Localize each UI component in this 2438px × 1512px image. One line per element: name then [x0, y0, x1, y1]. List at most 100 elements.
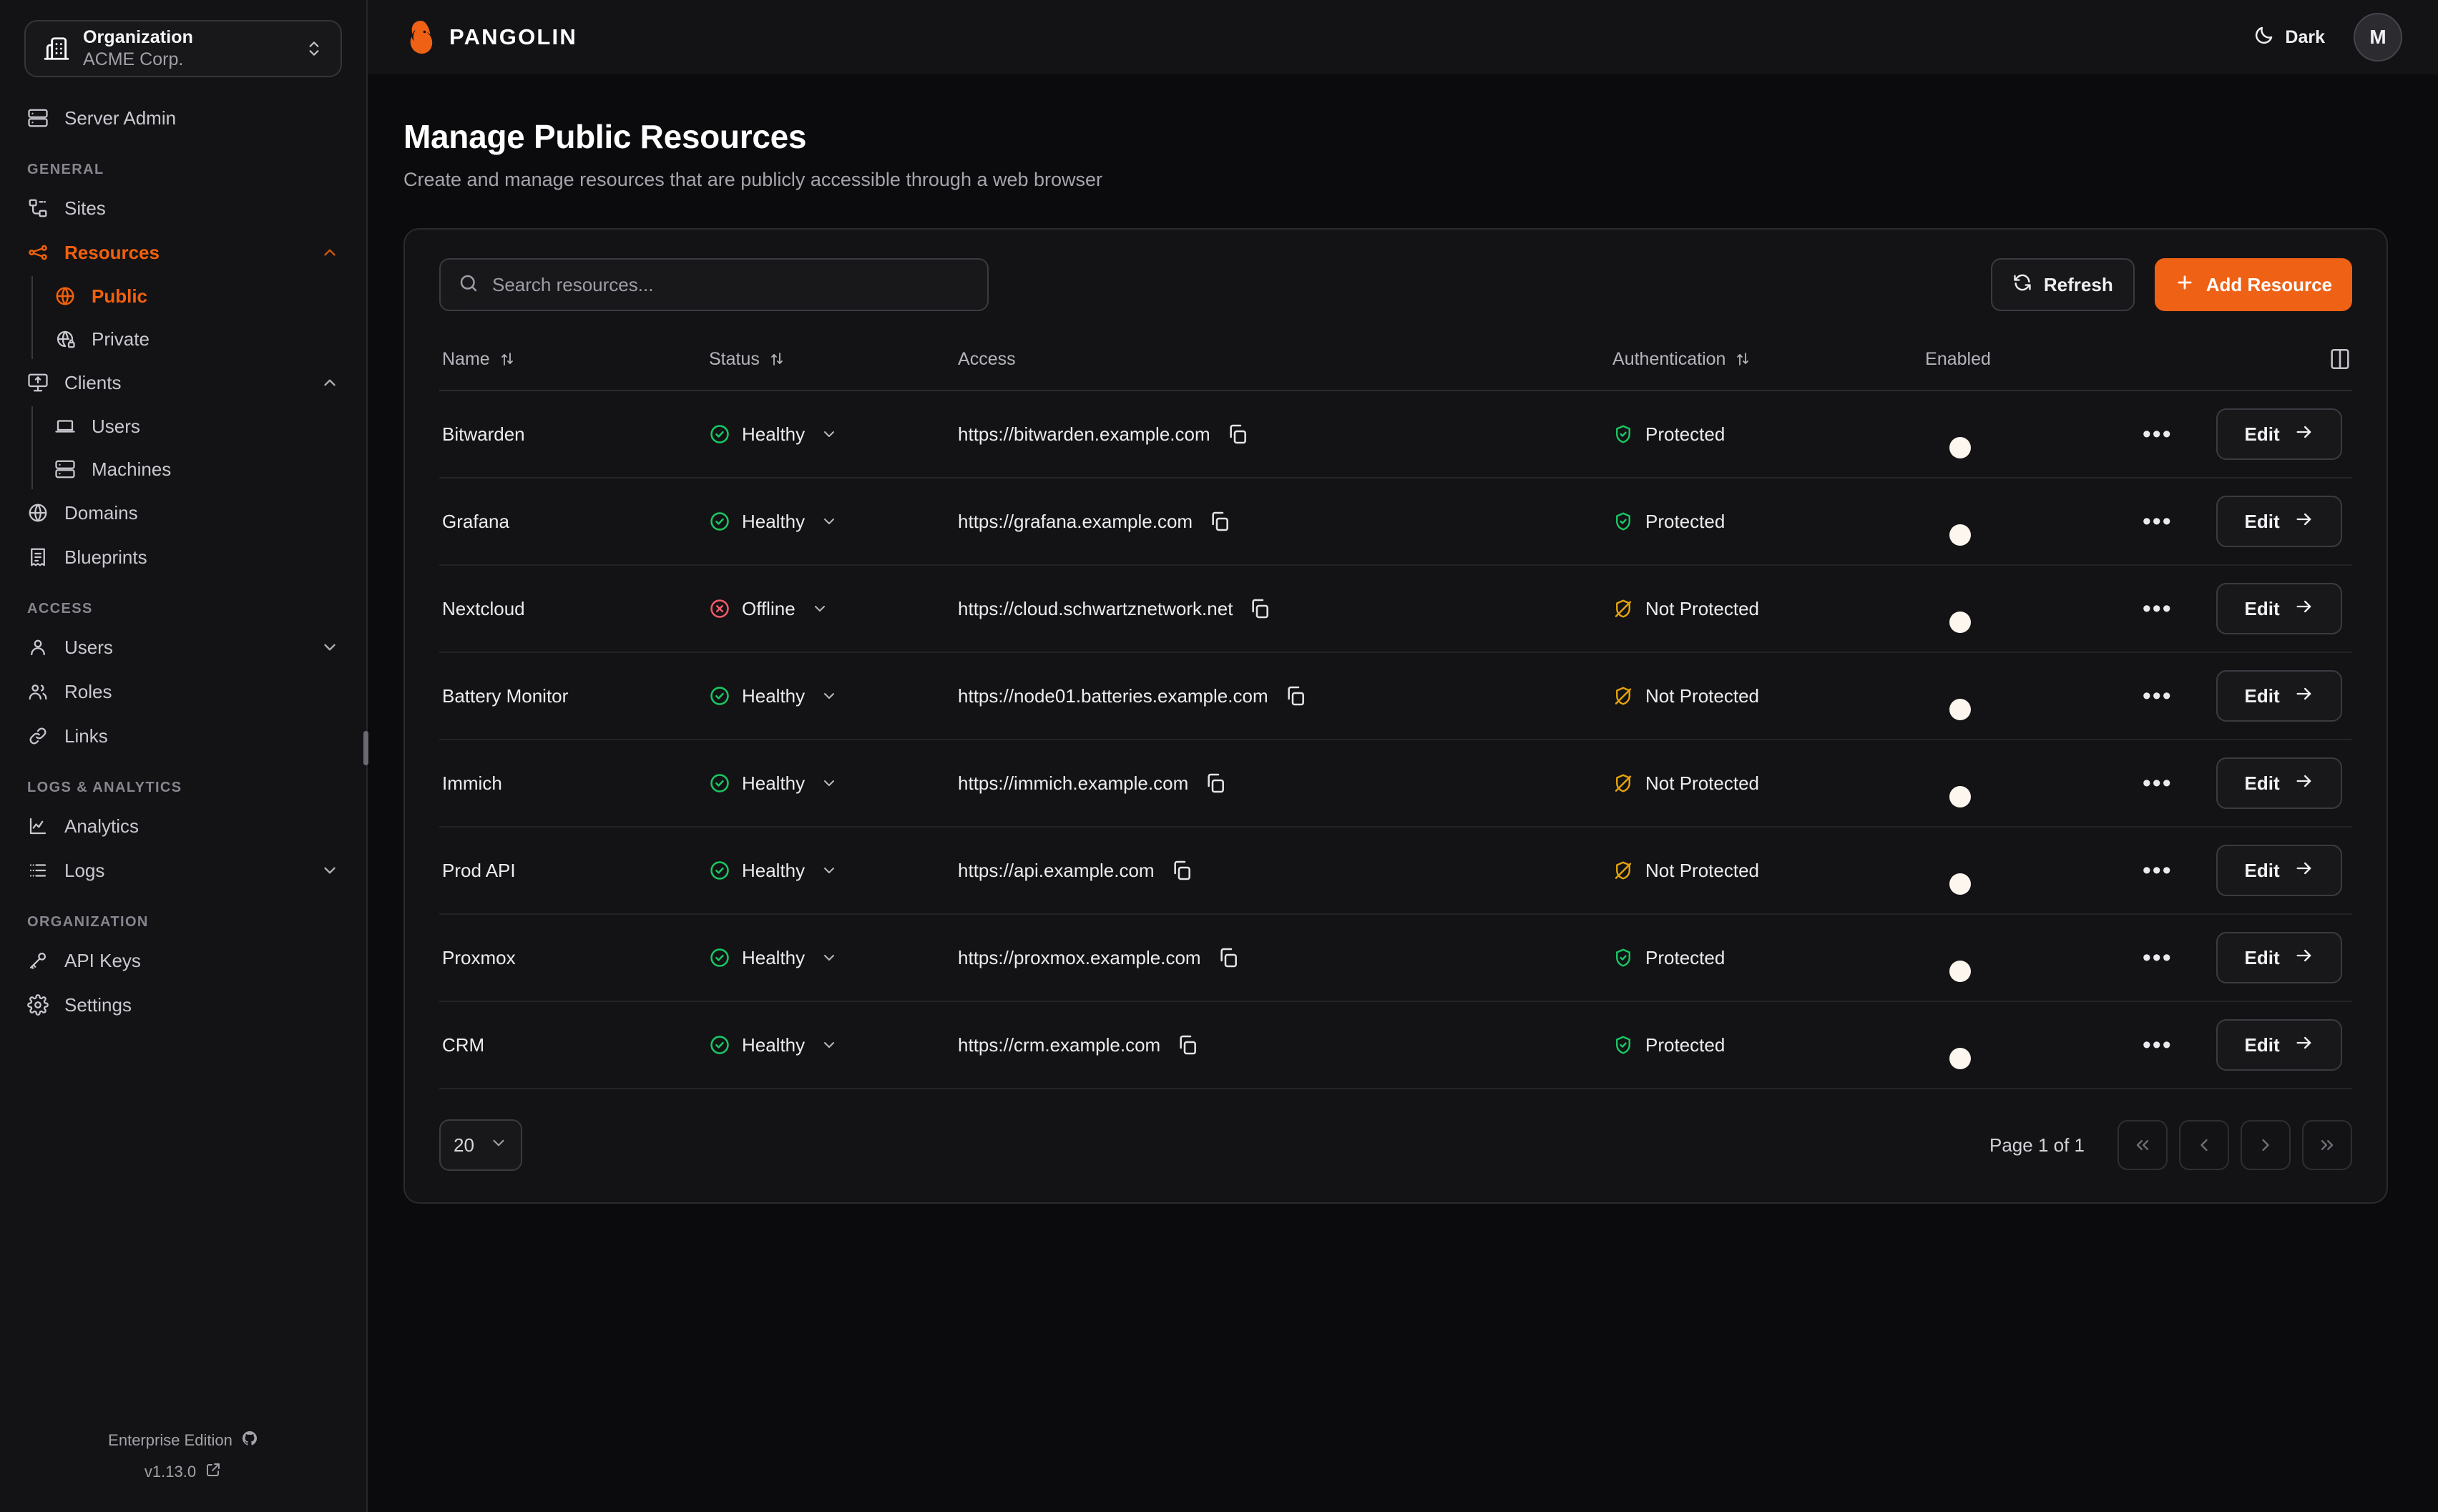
- table-row[interactable]: Prod API Healthy https://api.example.com…: [439, 827, 2352, 915]
- resource-url: https://crm.example.com: [958, 1034, 1161, 1056]
- copy-icon[interactable]: [1248, 597, 1271, 620]
- column-header-authentication[interactable]: Authentication: [1612, 337, 1926, 391]
- edit-button[interactable]: Edit: [2216, 757, 2343, 809]
- status-badge[interactable]: Healthy: [709, 772, 958, 795]
- edit-label: Edit: [2244, 859, 2280, 881]
- sidebar-item-domains[interactable]: Domains: [0, 491, 366, 535]
- table-row[interactable]: Proxmox Healthy https://proxmox.example.…: [439, 914, 2352, 1002]
- edit-button[interactable]: Edit: [2216, 583, 2343, 634]
- avatar-initial: M: [2369, 26, 2386, 48]
- cell-row-menu: •••: [2138, 914, 2217, 1002]
- users-icon: [27, 681, 49, 702]
- table-row[interactable]: CRM Healthy https://crm.example.com Prot…: [439, 1001, 2352, 1089]
- brand-name: PANGOLIN: [449, 24, 577, 49]
- search-input[interactable]: [492, 273, 970, 296]
- copy-icon[interactable]: [1284, 684, 1307, 707]
- sidebar-item-sites[interactable]: Sites: [0, 186, 366, 230]
- next-page-button[interactable]: [2241, 1120, 2291, 1170]
- ellipsis-icon[interactable]: •••: [2142, 508, 2173, 535]
- sidebar-item-private[interactable]: Private: [27, 318, 366, 360]
- edit-label: Edit: [2244, 423, 2280, 445]
- table-row[interactable]: Bitwarden Healthy https://bitwarden.exam…: [439, 391, 2352, 478]
- sidebar-item-roles[interactable]: Roles: [0, 669, 366, 714]
- edit-button[interactable]: Edit: [2216, 408, 2343, 460]
- ellipsis-icon[interactable]: •••: [2142, 944, 2173, 971]
- sidebar-item-server-admin[interactable]: Server Admin: [0, 96, 366, 140]
- resource-name: Battery Monitor: [442, 684, 569, 707]
- sidebar-item-blueprints[interactable]: Blueprints: [0, 535, 366, 579]
- copy-icon[interactable]: [1226, 423, 1249, 446]
- toggle-knob: [1949, 437, 1972, 458]
- sidebar-item-analytics[interactable]: Analytics: [0, 804, 366, 848]
- ellipsis-icon[interactable]: •••: [2142, 682, 2173, 710]
- first-page-button[interactable]: [2118, 1120, 2168, 1170]
- chevron-down-icon: [320, 638, 339, 657]
- status-badge[interactable]: Healthy: [709, 860, 958, 882]
- sidebar-item-machines[interactable]: Machines: [27, 448, 366, 491]
- edit-button[interactable]: Edit: [2216, 496, 2343, 547]
- theme-toggle[interactable]: Dark: [2245, 19, 2334, 57]
- add-resource-button[interactable]: Add Resource: [2154, 258, 2352, 311]
- sidebar-item-clients-users[interactable]: Users: [27, 405, 366, 448]
- ellipsis-icon[interactable]: •••: [2142, 1031, 2173, 1059]
- brand-logo[interactable]: PANGOLIN: [403, 19, 577, 55]
- status-badge[interactable]: Offline: [709, 598, 958, 620]
- table-row[interactable]: Immich Healthy https://immich.example.co…: [439, 740, 2352, 828]
- last-page-button[interactable]: [2302, 1120, 2352, 1170]
- avatar[interactable]: M: [2354, 13, 2402, 62]
- ellipsis-icon[interactable]: •••: [2142, 421, 2173, 448]
- ellipsis-icon[interactable]: •••: [2142, 595, 2173, 622]
- arrow-right-icon: [2294, 422, 2314, 447]
- sidebar-item-links[interactable]: Links: [0, 714, 366, 758]
- sidebar-item-public[interactable]: Public: [27, 275, 366, 318]
- copy-icon[interactable]: [1176, 1034, 1199, 1056]
- sidebar-resize-handle[interactable]: [363, 731, 368, 765]
- add-resource-label: Add Resource: [2206, 273, 2332, 295]
- sidebar-item-users[interactable]: Users: [0, 625, 366, 669]
- sidebar-item-logs[interactable]: Logs: [0, 848, 366, 893]
- copy-icon[interactable]: [1204, 772, 1227, 795]
- copy-icon[interactable]: [1217, 946, 1240, 969]
- edit-button[interactable]: Edit: [2216, 932, 2343, 983]
- edit-button[interactable]: Edit: [2216, 1019, 2343, 1071]
- page-size-select[interactable]: 20: [439, 1119, 522, 1171]
- sidebar-item-api-keys[interactable]: API Keys: [0, 938, 366, 983]
- sidebar-item-settings[interactable]: Settings: [0, 983, 366, 1027]
- table-row[interactable]: Battery Monitor Healthy https://node01.b…: [439, 652, 2352, 740]
- ellipsis-icon[interactable]: •••: [2142, 770, 2173, 797]
- column-header-name[interactable]: Name: [439, 337, 709, 391]
- cell-name: Proxmox: [439, 914, 709, 1002]
- column-header-menu: [2138, 337, 2217, 391]
- chevron-up-icon: [320, 373, 339, 392]
- table-head: Name Status: [439, 337, 2352, 391]
- status-badge[interactable]: Healthy: [709, 1034, 958, 1056]
- sidebar-item-resources[interactable]: Resources: [0, 230, 366, 275]
- table-row[interactable]: Grafana Healthy https://grafana.example.…: [439, 478, 2352, 566]
- ellipsis-icon[interactable]: •••: [2142, 857, 2173, 884]
- status-badge[interactable]: Healthy: [709, 947, 958, 969]
- refresh-button[interactable]: Refresh: [1990, 258, 2135, 311]
- search-box[interactable]: [439, 258, 989, 311]
- chevron-down-icon: [821, 862, 838, 879]
- cell-row-menu: •••: [2138, 391, 2217, 478]
- cell-access: https://crm.example.com: [958, 1001, 1613, 1089]
- version-link[interactable]: v1.13.0: [0, 1456, 366, 1488]
- edit-button[interactable]: Edit: [2216, 845, 2343, 896]
- org-switcher[interactable]: Organization ACME Corp.: [24, 20, 342, 77]
- copy-icon[interactable]: [1170, 859, 1193, 882]
- edition-link[interactable]: Enterprise Edition: [0, 1425, 366, 1456]
- copy-icon[interactable]: [1208, 510, 1231, 533]
- prev-page-button[interactable]: [2179, 1120, 2229, 1170]
- status-badge[interactable]: Healthy: [709, 685, 958, 707]
- theme-label: Dark: [2285, 26, 2325, 47]
- toggle-knob: [1949, 961, 1972, 982]
- sidebar-item-clients[interactable]: Clients: [0, 360, 366, 405]
- status-badge[interactable]: Healthy: [709, 423, 958, 446]
- column-header-enabled: Enabled: [1925, 337, 2138, 391]
- table-row[interactable]: Nextcloud Offline https://cloud.schwartz…: [439, 565, 2352, 653]
- column-header-status[interactable]: Status: [708, 337, 959, 391]
- edit-button[interactable]: Edit: [2216, 670, 2343, 722]
- edit-label: Edit: [2244, 946, 2280, 968]
- status-badge[interactable]: Healthy: [709, 511, 958, 533]
- columns-icon[interactable]: [2328, 347, 2352, 371]
